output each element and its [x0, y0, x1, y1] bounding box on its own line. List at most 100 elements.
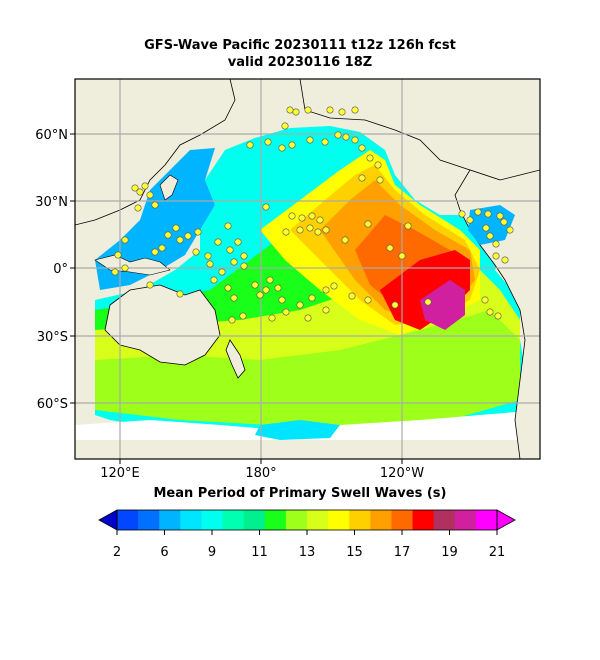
buoy-marker [348, 292, 356, 300]
buoy-marker [306, 136, 314, 144]
buoy-marker [218, 268, 226, 276]
buoy-marker [482, 224, 490, 232]
buoy-marker [240, 252, 248, 260]
buoy-marker [121, 264, 129, 272]
buoy-marker [322, 306, 330, 314]
buoy-marker [351, 106, 359, 114]
buoy-marker [194, 228, 202, 236]
colorbar-label: Mean Period of Primary Swell Waves (s) [153, 486, 447, 501]
buoy-marker [342, 133, 350, 141]
buoy-marker [246, 141, 254, 149]
colorbar-segment [475, 510, 498, 530]
buoy-marker [224, 284, 232, 292]
lon-label-180: 180° [245, 466, 276, 481]
southern-cyan-fringe [255, 420, 340, 440]
buoy-marker [240, 262, 248, 270]
lat-label-60s: 60°S [37, 397, 68, 412]
west-pacific-short-period [95, 148, 215, 290]
alaska-land [299, 79, 540, 181]
buoy-marker [364, 296, 372, 304]
americas-land [454, 169, 540, 459]
colorbar-segment [243, 510, 266, 530]
colorbar-min-arrow [98, 509, 118, 531]
buoy-marker [486, 232, 494, 240]
asia-land [75, 79, 236, 226]
buoy-marker [358, 174, 366, 182]
buoy-marker [316, 216, 324, 224]
colorbar-tick-label: 9 [208, 545, 216, 560]
japan-land [159, 174, 179, 201]
buoy-marker [278, 144, 286, 152]
buoy-marker [114, 251, 122, 259]
colorbar-segment [370, 510, 392, 530]
buoy-marker [496, 212, 504, 220]
map-title: GFS-Wave Pacific 20230111 t12z 126h fcst [144, 38, 456, 53]
buoy-marker [322, 226, 330, 234]
buoy-marker [404, 222, 412, 230]
southern-land-strip [75, 440, 540, 459]
colorbar-segment [328, 510, 350, 530]
buoy-marker [230, 258, 238, 266]
lat-label-30n: 30°N [35, 195, 68, 210]
lat-label-30s: 30°S [37, 330, 68, 345]
buoy-marker [224, 222, 232, 230]
new-zealand-land [225, 339, 246, 379]
buoy-marker [334, 131, 342, 139]
graticule [75, 79, 540, 459]
buoy-marker [164, 231, 172, 239]
buoy-marker [366, 154, 374, 162]
buoy-marker [492, 252, 500, 260]
buoy-marker [481, 296, 489, 304]
colorbar-tick-label: 13 [299, 545, 316, 560]
buoy-marker [256, 291, 264, 299]
buoy-marker [262, 203, 270, 211]
colorbar-segment [454, 510, 477, 530]
colorbar-tick-label: 19 [441, 545, 458, 560]
colorbar-tick-label: 2 [113, 545, 121, 560]
buoy-marker [296, 301, 304, 309]
colorbar-tick-label: 11 [251, 545, 268, 560]
buoy-marker [262, 286, 270, 294]
buoy-marker [308, 294, 316, 302]
map-subtitle: valid 20230116 18Z [227, 55, 373, 70]
colorbar-tick-label: 21 [489, 545, 506, 560]
buoy-marker [282, 228, 290, 236]
colorbar-segment [222, 510, 245, 530]
buoy-marker [306, 224, 314, 232]
longitude-labels: 120°E 180° 120°W [100, 466, 424, 481]
buoy-marker [184, 232, 192, 240]
colorbar-tick-label: 17 [394, 545, 411, 560]
lon-label-120e: 120°E [100, 466, 140, 481]
buoy-marker [282, 308, 290, 316]
buoy-marker [288, 141, 296, 149]
colorbar-segment [159, 510, 181, 530]
buoy-marker [136, 188, 144, 196]
lat-label-0: 0° [53, 262, 68, 277]
buoy-marker [458, 210, 466, 218]
buoy-marker [321, 138, 329, 146]
buoy-marker [146, 281, 154, 289]
buoy-marker [226, 246, 234, 254]
lat-label-60n: 60°N [35, 128, 68, 143]
colorbar-segment [412, 510, 435, 530]
buoy-marker [239, 312, 247, 320]
buoy-marker [358, 144, 366, 152]
ocean-field [75, 79, 540, 459]
buoy-marker [281, 122, 289, 130]
buoy-marker [314, 228, 322, 236]
buoy-markers [111, 106, 514, 324]
buoy-marker [322, 286, 330, 294]
southern-green-band [95, 310, 520, 425]
buoy-marker [264, 138, 272, 146]
buoy-marker [214, 238, 222, 246]
colorbar-segment [201, 510, 224, 530]
buoy-marker [501, 256, 509, 264]
buoy-marker [158, 244, 166, 252]
buoy-marker [234, 238, 242, 246]
buoy-marker [351, 136, 359, 144]
colorbar-ticks: 2 6 9 11 13 15 17 19 21 [113, 530, 505, 560]
buoy-marker [134, 204, 142, 212]
buoy-marker [304, 314, 312, 322]
buoy-marker [424, 298, 432, 306]
buoy-marker [274, 284, 282, 292]
